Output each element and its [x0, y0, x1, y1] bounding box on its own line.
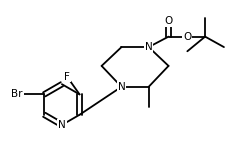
Text: N: N — [145, 42, 153, 52]
Text: O: O — [183, 32, 191, 42]
Text: Br: Br — [11, 89, 23, 99]
Text: O: O — [164, 16, 173, 26]
Text: N: N — [58, 120, 66, 130]
Text: F: F — [64, 72, 70, 82]
Text: N: N — [118, 82, 125, 92]
